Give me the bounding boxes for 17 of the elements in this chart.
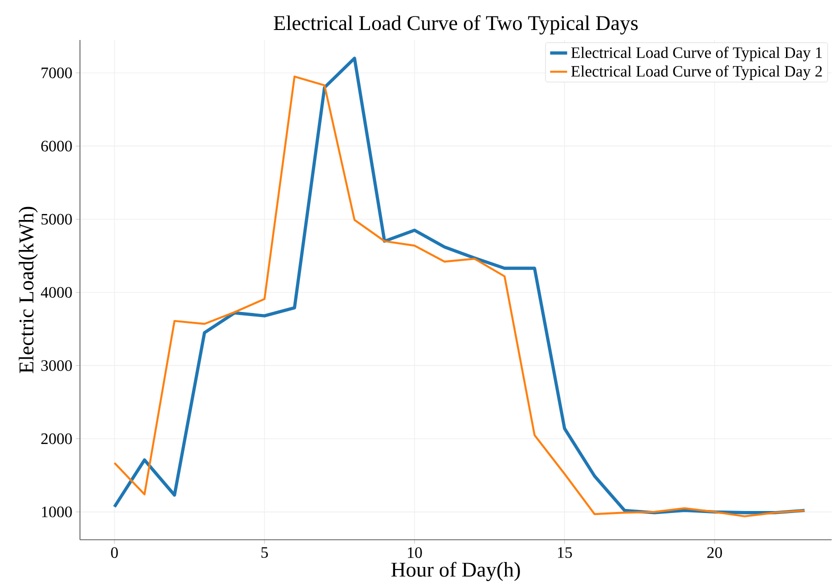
chart-title: Electrical Load Curve of Two Typical Days <box>274 15 638 35</box>
y-tick-label: 2000 <box>41 434 72 444</box>
y-tick-label: 3000 <box>41 360 72 372</box>
x-tick-label: 10 <box>408 547 422 558</box>
y-tick-label: 4000 <box>40 287 72 298</box>
x-tick-label: 20 <box>707 547 722 558</box>
x-axis-title: Hour of Day(h) <box>391 562 520 582</box>
y-tick-label: 6000 <box>41 140 72 152</box>
y-tick-label: 5000 <box>42 214 72 225</box>
x-tick-label: 0 <box>111 547 118 558</box>
legend-label: Electrical Load Curve of Typical Day 2 <box>571 65 822 80</box>
x-tick-label: 15 <box>558 547 572 558</box>
y-tick-label: 7000 <box>42 68 72 78</box>
legend-label: Electrical Load Curve of Typical Day 1 <box>571 46 822 62</box>
x-tick-label: 5 <box>261 547 268 558</box>
y-tick-label: 1000 <box>42 506 72 518</box>
y-axis-title: Electric Load(kWh) <box>18 206 38 374</box>
